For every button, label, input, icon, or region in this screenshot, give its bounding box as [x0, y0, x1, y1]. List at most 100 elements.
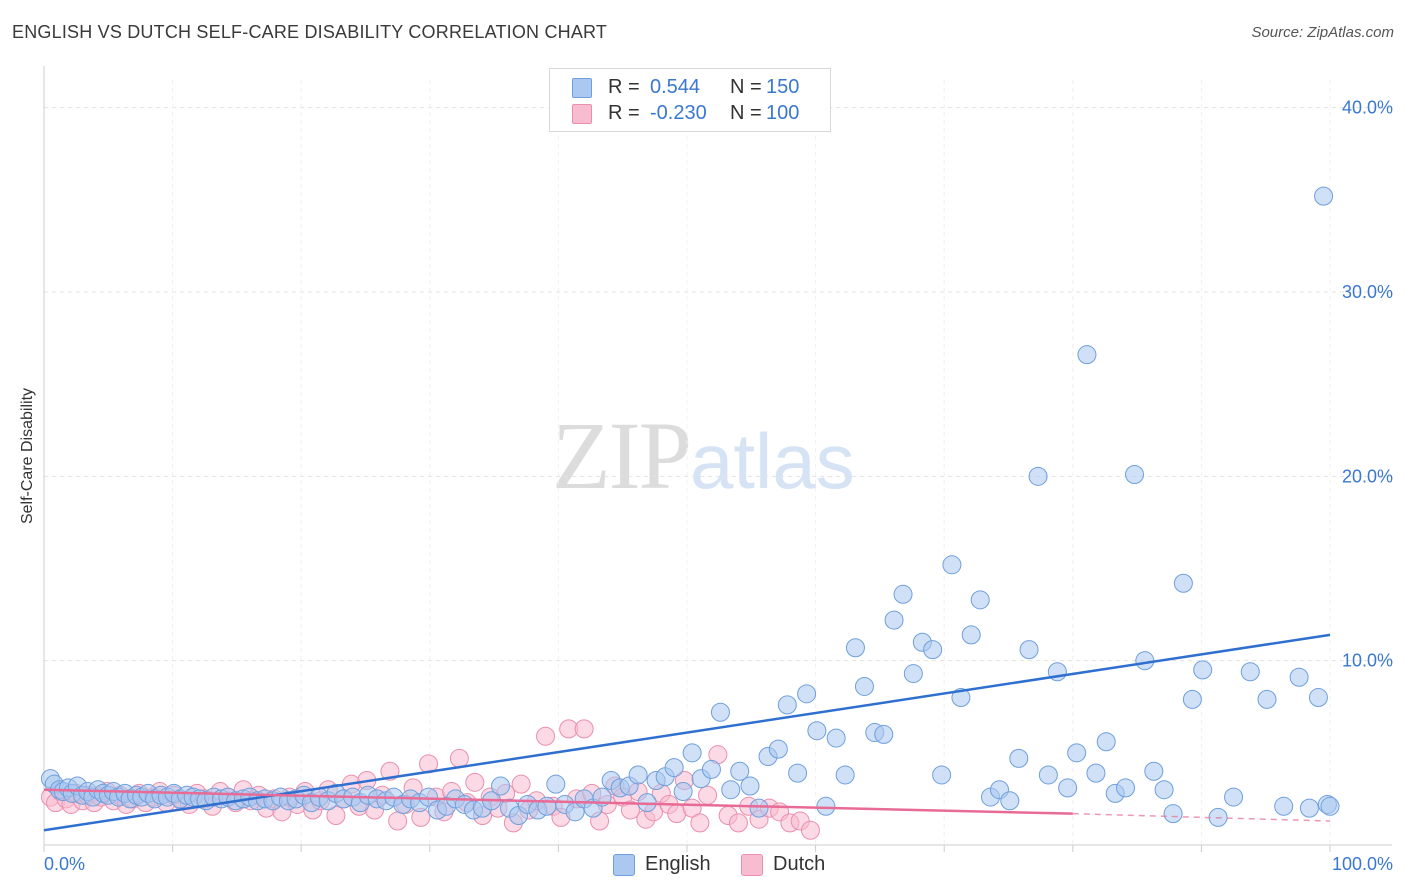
- dutch-point: [388, 811, 408, 831]
- watermark-zip: ZIP: [552, 402, 692, 509]
- english-point: [893, 584, 913, 604]
- english-point: [1163, 804, 1183, 824]
- english-point: [1240, 662, 1260, 682]
- english-point: [942, 555, 962, 575]
- english-r-label: R =: [608, 76, 640, 98]
- english-point: [1193, 660, 1213, 680]
- dutch-point: [465, 772, 485, 792]
- dutch-point: [326, 806, 346, 826]
- english-point: [1116, 778, 1136, 798]
- english-point: [1086, 763, 1106, 783]
- watermark-atlas: atlas: [690, 417, 855, 505]
- dutch-point: [449, 748, 469, 768]
- bottom-english-label: English: [645, 853, 711, 875]
- english-point: [1314, 186, 1334, 206]
- english-point: [1058, 778, 1078, 798]
- english-point: [740, 776, 760, 796]
- english-point: [1038, 765, 1058, 785]
- dutch-r-label: R =: [608, 102, 640, 124]
- english-point: [1224, 787, 1244, 807]
- english-point: [768, 739, 788, 759]
- english-point: [682, 743, 702, 763]
- english-point: [1320, 796, 1340, 816]
- english-point: [923, 640, 943, 660]
- english-point: [1000, 791, 1020, 811]
- english-point: [874, 724, 894, 744]
- english-point: [546, 774, 566, 794]
- dutch-point: [690, 813, 710, 833]
- dutch-n-value: 100: [766, 102, 800, 124]
- y-tick-label: 20.0%: [1342, 466, 1393, 486]
- dutch-n-label: N =: [730, 102, 762, 124]
- bottom-dutch-label: Dutch: [773, 853, 826, 875]
- english-point: [816, 796, 836, 816]
- english-r-value: 0.544: [650, 76, 701, 98]
- english-point: [1154, 780, 1174, 800]
- bottom-english-swatch: [613, 854, 635, 876]
- english-point: [826, 728, 846, 748]
- english-point: [1173, 573, 1193, 593]
- dutch-point: [620, 800, 640, 820]
- x-tick-label: 0.0%: [44, 854, 85, 874]
- english-point: [1257, 689, 1277, 709]
- english-point: [1096, 732, 1116, 752]
- english-point: [777, 695, 797, 715]
- y-tick-label: 10.0%: [1342, 651, 1393, 671]
- english-point: [1028, 466, 1048, 486]
- english-point: [1144, 761, 1164, 781]
- dutch-trendline-extension: [1072, 812, 1331, 822]
- english-point: [788, 763, 808, 783]
- dutch-r-value: -0.230: [650, 102, 707, 124]
- english-point: [854, 676, 874, 696]
- english-point: [884, 610, 904, 630]
- english-point: [537, 796, 557, 816]
- source-label: Source: ZipAtlas.com: [1251, 24, 1394, 41]
- chart-title: ENGLISH VS DUTCH SELF-CARE DISABILITY CO…: [12, 22, 608, 42]
- english-point: [673, 782, 693, 802]
- bottom-dutch-swatch: [741, 854, 763, 876]
- dutch-trendline: [43, 788, 1073, 815]
- english-point: [628, 765, 648, 785]
- english-point: [491, 776, 511, 796]
- english-point: [1274, 796, 1294, 816]
- english-point: [1182, 689, 1202, 709]
- english-n-label: N =: [730, 76, 762, 98]
- english-point: [1067, 743, 1087, 763]
- dutch-swatch: [572, 104, 592, 124]
- english-swatch: [572, 78, 592, 98]
- english-point: [951, 688, 971, 708]
- english-point: [1308, 688, 1328, 708]
- english-point: [1009, 748, 1029, 768]
- english-point: [835, 765, 855, 785]
- english-point: [961, 625, 981, 645]
- english-point: [664, 758, 684, 778]
- dutch-point: [511, 774, 531, 794]
- english-point: [710, 702, 730, 722]
- english-point: [749, 798, 769, 818]
- english-point: [1289, 667, 1309, 687]
- y-tick-label: 40.0%: [1342, 98, 1393, 118]
- dutch-point: [728, 813, 748, 833]
- dutch-point: [574, 719, 594, 739]
- y-tick-label: 30.0%: [1342, 282, 1393, 302]
- english-point: [730, 761, 750, 781]
- english-point: [845, 638, 865, 658]
- english-point: [1019, 640, 1039, 660]
- english-point: [1125, 464, 1145, 484]
- english-n-value: 150: [766, 76, 800, 98]
- stats-legend: R = 0.544 N = 150 R = -0.230 N = 100: [549, 68, 831, 132]
- english-point: [1299, 798, 1319, 818]
- english-point: [419, 787, 439, 807]
- watermark: ZIPatlas: [552, 400, 855, 511]
- english-point: [807, 721, 827, 741]
- dutch-point: [536, 726, 556, 746]
- english-point: [1077, 345, 1097, 365]
- english-point: [701, 759, 721, 779]
- english-point: [970, 590, 990, 610]
- english-point: [1135, 651, 1155, 671]
- english-point: [797, 684, 817, 704]
- dutch-point: [698, 785, 718, 805]
- x-tick-label: 100.0%: [1332, 854, 1393, 874]
- english-point: [903, 664, 923, 684]
